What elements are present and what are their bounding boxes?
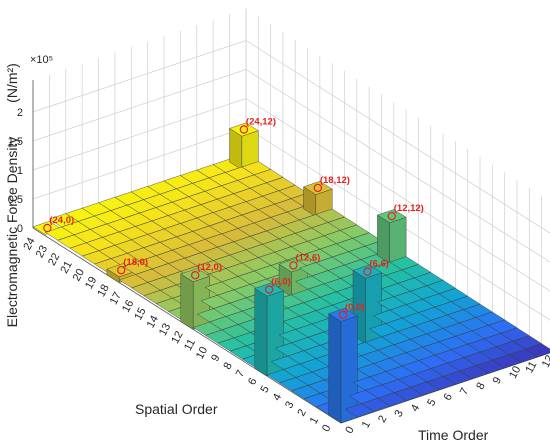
spatial-tick-label: 3 [283,399,296,410]
time-tick-label: 1 [360,419,373,430]
spatial-tick-label: 11 [182,337,198,353]
peak-marker [117,265,126,275]
z-tick-label: 1 [17,165,23,177]
time-tick-label: 3 [392,408,405,419]
tick-labels: 00.511.522423222120191817161514131211109… [8,107,550,436]
peak-label: (12,12) [394,203,424,214]
z-tick-label: 0.5 [8,194,23,206]
z-multiplier: ×10⁵ [30,54,53,66]
spatial-tick-label: 10 [194,345,210,361]
bar-s12-t12 [376,209,407,264]
spatial-tick-label: 7 [234,368,247,379]
spatial-tick-label: 17 [108,290,124,306]
bar-s0-t12 [524,343,550,358]
peak-label: (24,12) [246,117,276,128]
time-tick-label: 7 [458,386,471,397]
spatial-tick-label: 9 [209,353,222,364]
bar-s0-t0 [328,307,358,424]
bar-side [377,214,390,264]
z-axis-label: Electromagnetic Force Density [4,137,20,328]
peak-label: (18,0) [123,257,148,268]
spatial-tick-label: 20 [71,267,87,283]
peak-label: (12,0) [197,262,222,273]
peak-marker [387,211,396,221]
bar-side [254,288,268,377]
spatial-tick-label: 16 [120,298,136,314]
peak-marker [313,183,323,193]
spatial-tick-label: 1 [308,415,321,426]
time-tick-label: 9 [491,375,504,386]
peak-marker [43,223,52,233]
bar-s24-t12 [229,122,259,171]
spatial-tick-label: 5 [258,384,271,395]
time-tick-label: 5 [425,397,438,408]
bar-top [180,268,210,283]
spatial-tick-label: 15 [132,306,148,322]
z-tick-label: 1.5 [8,136,23,148]
bar-top [254,282,284,297]
spatial-tick-label: 14 [145,314,161,330]
spatial-tick-label: 18 [95,282,111,298]
bar-top [352,264,383,279]
bar-top [376,209,407,224]
peak-marker [363,267,372,276]
bar-s12-t0 [180,268,210,330]
bar-top [229,122,259,137]
peak-marker [190,270,200,280]
spatial-tick-label: 22 [46,251,62,267]
bar-s6-t0 [254,282,284,377]
time-tick-label: 0 [343,425,356,436]
time-tick-label: 11 [523,359,539,375]
time-tick-label: 8 [474,381,487,392]
peak-labels: (24,0) (18,0) (12,0) (6,0) (0,0) (12,6) (6,6) (… [43,117,424,320]
back-right-pane [245,8,550,350]
peak-label: (12,6) [295,252,320,263]
y-axis-label: Time Order [418,427,489,443]
spatial-tick-label: 23 [34,243,50,259]
bar-side [328,313,342,424]
peak-marker [338,310,348,320]
x-axis-label: Spatial Order [135,401,218,417]
peak-label: (6,6) [369,259,389,270]
peak-label: (18,12) [320,175,350,186]
z-tick-label: 0 [17,223,23,235]
time-tick-label: 2 [376,414,389,425]
spatial-tick-label: 4 [271,392,284,403]
spatial-tick-label: 13 [157,321,173,337]
bar-front [389,217,407,264]
spatial-tick-label: 6 [246,376,259,387]
axis-labels: Electromagnetic Force Density (N/m²) ×10… [4,54,489,443]
z-tick-label: 2 [17,107,23,119]
bar-side [180,273,194,330]
grid-lines [32,8,550,424]
spatial-tick-label: 19 [83,275,99,291]
peak-marker [264,285,274,294]
spatial-tick-label: 8 [221,360,234,371]
time-tick-label: 12 [540,353,550,369]
bar-surface [32,122,550,424]
peak-label: (6,0) [271,277,291,288]
spatial-tick-label: 0 [320,423,333,434]
spatial-tick-label: 12 [169,329,185,345]
spatial-tick-label: 24 [21,236,37,252]
peak-marker [289,261,298,270]
spatial-tick-label: 21 [58,259,74,275]
time-tick-label: 4 [409,403,422,414]
time-tick-label: 6 [442,392,455,403]
spatial-tick-label: 2 [295,407,308,418]
peak-marker [239,125,249,134]
peak-label: (24,0) [49,215,74,226]
z-axis-unit: (N/m²) [4,63,20,103]
bar-top [328,307,358,322]
time-tick-label: 10 [507,364,523,380]
peak-label: (0,0) [345,302,365,313]
bar-top [524,343,550,358]
bar-top [303,181,333,195]
